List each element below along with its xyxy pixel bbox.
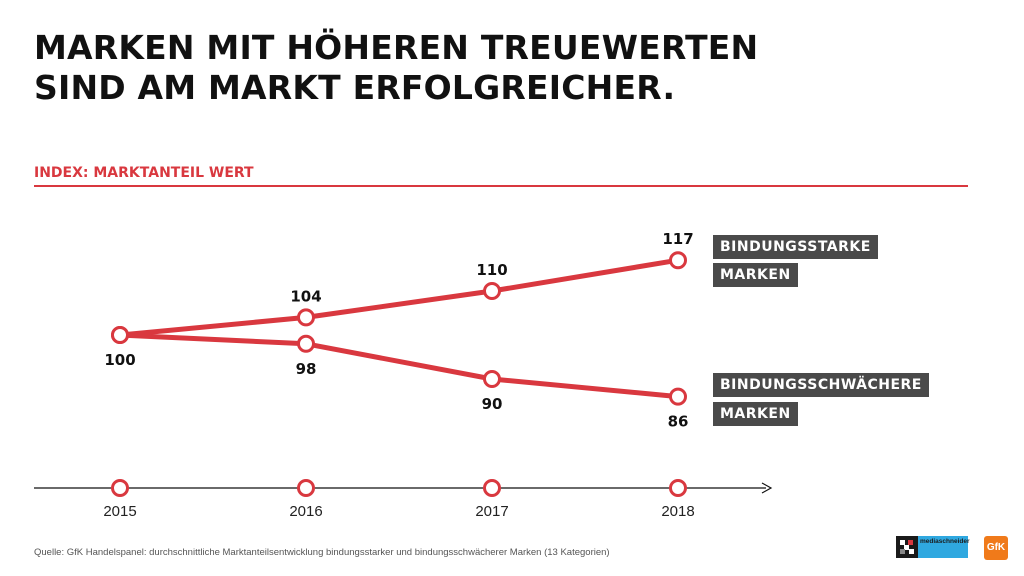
data-label-s1-2016: 98: [296, 360, 317, 378]
data-point-s0-2018: [669, 251, 687, 270]
legend-strong-line-1: BINDUNGSSTARKE: [713, 235, 878, 259]
x-tick-label-2018: 2018: [661, 503, 694, 520]
x-tick-label-2016: 2016: [289, 503, 322, 520]
gfk-logo: GfK: [984, 536, 1008, 560]
data-point-s1-2016: [297, 334, 315, 353]
chart-subtitle: INDEX: MARKTANTEIL WERT: [34, 165, 254, 181]
x-axis-arrow-icon: [761, 482, 773, 494]
series-line-1: [117, 332, 681, 400]
mediaschneider-wordmark: mediaschneider: [920, 538, 970, 545]
legend-strong-line-2: MARKEN: [713, 263, 798, 287]
data-label-s0-2018: 117: [662, 230, 693, 248]
legend-weak-line-1: BINDUNGSSCHWÄCHERE: [713, 373, 929, 397]
data-point-s1-2018: [669, 387, 687, 406]
data-point-s1-2017: [483, 370, 501, 388]
data-label-s0-2016: 104: [290, 287, 321, 305]
legend-weak-line-2: MARKEN: [713, 402, 798, 426]
x-axis-marker-2017: [483, 479, 501, 497]
source-note: Quelle: GfK Handelspanel: durchschnittli…: [34, 547, 610, 558]
title-line-1: MARKEN MIT HÖHEREN TREUEWERTEN: [34, 28, 759, 67]
data-label-s1-2017: 90: [482, 395, 503, 413]
mediaschneider-logo: mediaschneider: [918, 536, 970, 558]
x-axis-marker-2018: [669, 479, 687, 497]
title-line-2: SIND AM MARKT ERFOLGREICHER.: [34, 68, 676, 107]
mediaschneider-logo-mark: [896, 536, 918, 558]
x-tick-label-2015: 2015: [103, 503, 136, 520]
x-tick-label-2017: 2017: [475, 503, 508, 520]
x-axis-marker-2016: [297, 479, 315, 497]
subtitle-rule: [34, 185, 968, 187]
data-label-s1-2018: 86: [668, 413, 689, 431]
data-label-s0-2017: 110: [476, 261, 507, 279]
x-axis-marker-2015: [111, 479, 129, 497]
data-point-s1-2015: [111, 326, 129, 344]
data-point-s0-2016: [297, 308, 315, 327]
page-title: MARKEN MIT HÖHEREN TREUEWERTEN SIND AM M…: [34, 28, 974, 108]
series-line-0: [117, 257, 681, 338]
data-label-s0-2015: 100: [104, 351, 135, 369]
data-point-s0-2017: [483, 282, 501, 300]
